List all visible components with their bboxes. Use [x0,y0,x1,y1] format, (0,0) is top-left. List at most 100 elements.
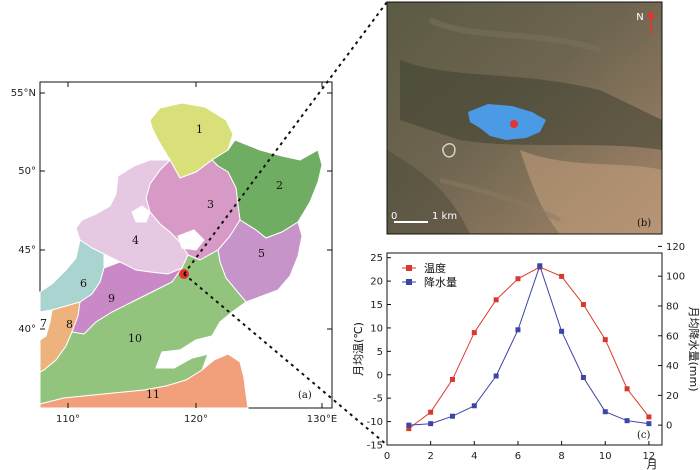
left-tick-label: 0 [377,370,383,381]
bohai-sea [155,320,225,369]
x-tick-label: 0 [384,451,390,462]
x-tick-label: 4 [471,451,477,462]
region-label-11: 11 [146,388,160,401]
connector-to-chart [183,273,388,446]
scale-km-label: 1 km [432,211,457,222]
legend-label-precipitation: 降水量 [424,275,457,289]
left-tick-label: 5 [377,347,383,358]
left-tick-label: 15 [370,300,383,311]
precipitation-point [493,373,499,379]
region-11-area [39,353,249,409]
region-label-9: 9 [108,292,115,305]
right-axis-title: 月均降水量(mm) [687,306,700,391]
temperature-point [449,376,455,382]
precipitation-point [537,263,543,269]
precipitation-point [602,409,608,415]
left-tick-label: 10 [370,323,383,334]
lake-polygon [468,104,546,140]
precipitation-point [624,418,630,424]
temperature-point [428,409,434,415]
temperature-point [406,426,412,432]
lake-central [177,229,205,251]
left-axis: -15 -10 -5 0 5 10 15 20 25 [367,253,391,452]
right-tick-label: 20 [666,391,679,402]
precipitation-point [449,413,455,419]
connector-to-satellite [183,1,388,275]
x-tick-label: 12 [643,451,656,462]
region-label-8: 8 [66,318,73,331]
precipitation-point [515,327,521,333]
region-label-5: 5 [258,247,265,260]
precipitation-point [559,328,565,334]
right-tick-label: 60 [666,331,679,342]
precipitation-point [471,403,477,409]
lat-label-55: 55°N [11,88,36,99]
left-tick-label: 20 [370,277,383,288]
x-axis-unit: 月 [647,458,658,470]
left-tick-label: 25 [370,253,383,264]
region-label-3: 3 [207,198,214,211]
left-tick-label: -5 [373,394,383,405]
climate-chart: -15 -10 -5 0 5 10 15 20 25 0 20 40 60 80 100 120 0 2 4 6 8… [352,242,700,470]
satellite-panel: N 0 1 km (b) [386,1,663,235]
zoom-connectors [183,1,388,446]
chart-legend: 温度 降水量 [402,261,457,289]
map-panel: 1 2 3 4 5 6 7 8 9 10 11 (a) 55°N 50° 45° [11,81,337,425]
precipitation-point [406,422,412,428]
map-lon-axis: 110° 120° 130°E [56,82,337,425]
legend-label-temperature: 温度 [424,261,446,275]
sampling-point-marker [510,120,518,128]
right-tick-label: 40 [666,361,679,372]
temperature-point [493,297,499,303]
right-tick-label: 100 [666,272,685,283]
chart-series [406,263,652,432]
x-tick-label: 6 [515,451,521,462]
temperature-point [471,330,477,336]
precipitation-point [428,421,434,427]
left-axis-title: 月均温(℃) [352,322,365,376]
legend-marker-temperature [406,265,412,271]
map-lat-axis: 55°N 50° 45° 40° [11,88,332,335]
lon-label-130: 130°E [307,414,337,425]
north-label: N [636,12,643,23]
region-label-1: 1 [196,123,203,136]
scale-zero-label: 0 [391,211,397,222]
region-label-6: 6 [80,277,87,290]
temperature-point [602,337,608,343]
right-tick-label: 80 [666,301,679,312]
region-label-7: 7 [40,317,47,330]
left-tick-label: -10 [367,417,383,428]
right-tick-label: 120 [666,242,685,253]
x-tick-label: 2 [427,451,433,462]
x-tick-label: 10 [599,451,612,462]
right-tick-label: 0 [666,421,672,432]
panel-label-a: (a) [298,390,312,401]
map-region-labels: 1 2 3 4 5 6 7 8 9 10 11 [40,123,283,401]
x-tick-label: 8 [558,451,564,462]
precipitation-line [408,264,649,426]
temperature-point [646,414,652,420]
right-axis: 0 20 40 60 80 100 120 [658,242,685,432]
scale-bar: 0 1 km [391,211,457,223]
temperature-point [515,276,521,282]
lat-label-50: 50° [18,166,36,177]
lat-label-40: 40° [18,324,36,335]
precipitation-point [580,374,586,380]
x-axis: 0 2 4 6 8 10 12 [384,441,655,462]
lat-label-45: 45° [18,245,36,256]
lon-label-110: 110° [56,414,80,425]
lake-west [131,205,151,223]
left-tick-label: -15 [367,441,383,452]
north-arrow: N [636,10,655,34]
legend-marker-precipitation [406,279,412,285]
panel-label-c: (c) [637,430,651,441]
temperature-point [580,302,586,308]
precipitation-point [646,421,652,427]
map-regions [39,102,323,409]
temperature-point [624,386,630,392]
region-label-10: 10 [128,332,142,345]
temperature-line [408,266,650,430]
region-label-2: 2 [276,179,283,192]
lon-label-120: 120° [184,414,208,425]
region-label-4: 4 [132,234,139,247]
